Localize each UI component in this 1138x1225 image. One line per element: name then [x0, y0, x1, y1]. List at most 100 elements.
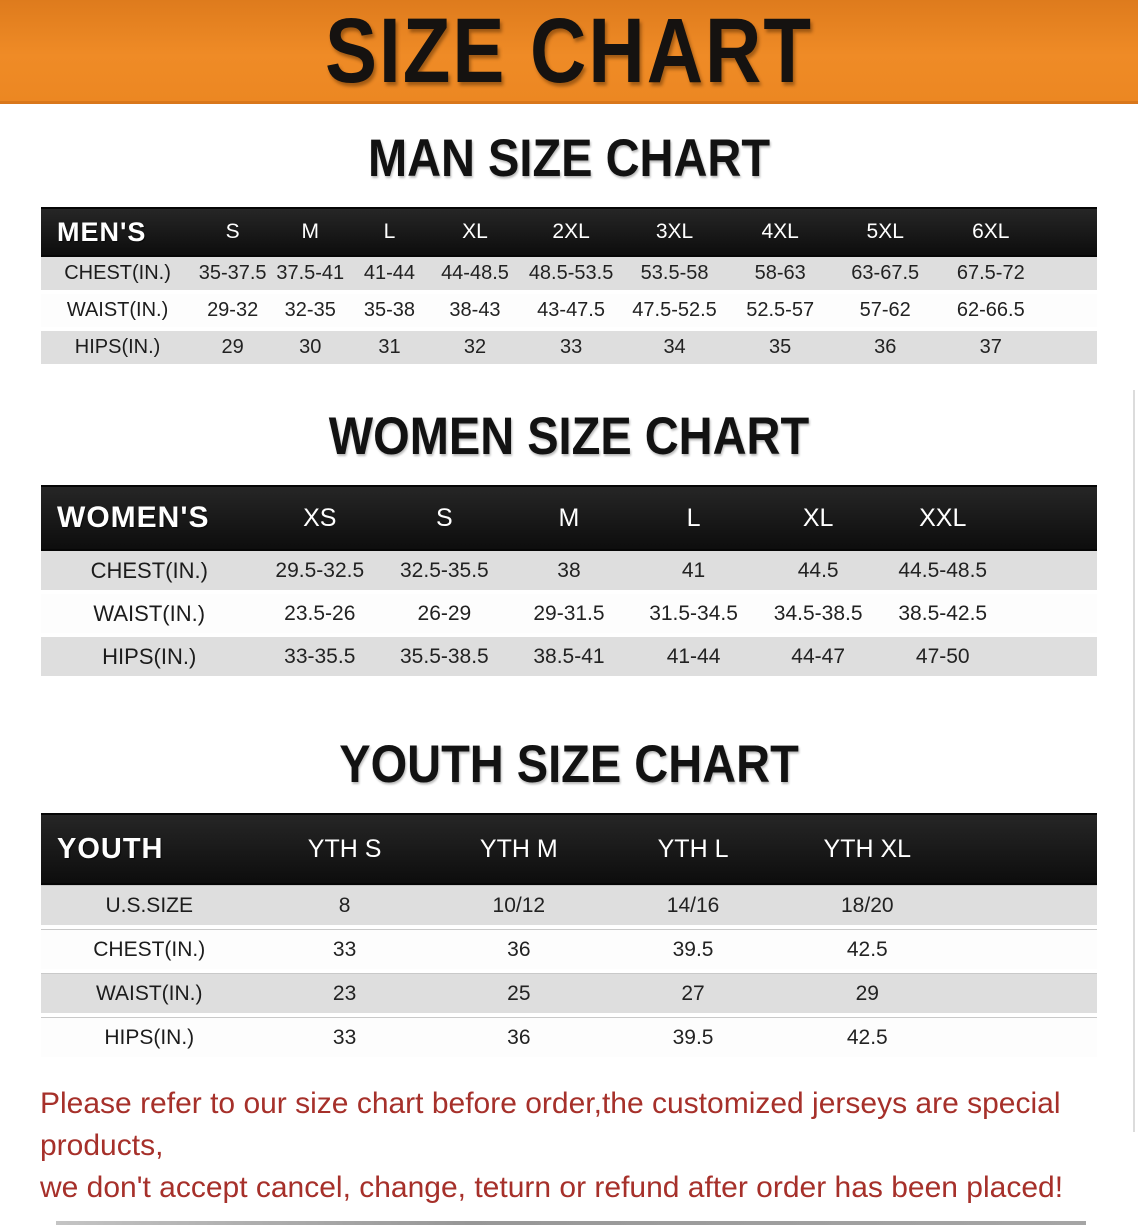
youth-section-heading: YOUTH SIZE CHART [339, 733, 799, 794]
table-title: MEN'S [41, 207, 195, 257]
table-cell: 53.5-58 [621, 257, 728, 294]
table-cell: 29 [780, 973, 955, 1017]
row-label: CHEST(IN.) [41, 257, 195, 294]
table-cell: 30 [271, 331, 350, 368]
filler-cell [1005, 594, 1097, 637]
table-cell: 42.5 [780, 929, 955, 973]
filler-cell [954, 973, 1097, 1017]
table-row: CHEST(IN.) 33 36 39.5 42.5 [41, 929, 1097, 973]
table-cell: 38 [506, 551, 632, 594]
filler-cell [1005, 637, 1097, 680]
table-cell: 35.5-38.5 [382, 637, 507, 680]
disclaimer-line-2: we don't accept cancel, change, teturn o… [40, 1171, 1064, 1204]
disclaimer: Please refer to our size chart before or… [40, 1083, 1138, 1209]
filler-cell [954, 885, 1097, 929]
row-label: CHEST(IN.) [41, 551, 258, 594]
table-cell: 41 [631, 551, 756, 594]
table-row: WAIST(IN.) 23 25 27 29 [41, 973, 1097, 1017]
table-cell: 35 [727, 331, 833, 368]
filler-cell [1044, 294, 1097, 331]
table-row: CHEST(IN.) 35-37.5 37.5-41 41-44 44-48.5 48.5… [41, 257, 1097, 294]
banner: SIZE CHART [0, 0, 1138, 104]
row-label: CHEST(IN.) [41, 929, 258, 973]
table-row: HIPS(IN.) 29 30 31 32 33 34 35 36 37 [41, 331, 1097, 368]
table-cell: 44-47 [755, 637, 881, 680]
table-cell: 33 [257, 929, 432, 973]
column-header: XXL [880, 485, 1006, 551]
men-table-header: MEN'S S M L XL 2XL 3XL 4XL 5XL 6XL [41, 207, 1097, 257]
row-label: HIPS(IN.) [41, 1017, 258, 1061]
column-header: YTH S [257, 813, 432, 885]
table-cell: 18/20 [780, 885, 955, 929]
table-cell: 34 [621, 331, 728, 368]
table-title: YOUTH [41, 813, 258, 885]
table-cell: 33-35.5 [257, 637, 383, 680]
filler-cell [954, 1017, 1097, 1061]
table-cell: 39.5 [605, 929, 781, 973]
table-cell: 36 [832, 331, 938, 368]
table-cell: 27 [605, 973, 781, 1017]
column-header: YTH XL [780, 813, 955, 885]
women-table-header: WOMEN'S XS S M L XL XXL [41, 485, 1097, 551]
women-size-table: WOMEN'S XS S M L XL XXL CHEST(IN.) 29.5-32.5 32.… [41, 485, 1097, 680]
column-header: S [194, 207, 272, 257]
table-cell: 36 [431, 1017, 606, 1061]
header-row: MEN'S S M L XL 2XL 3XL 4XL 5XL 6XL [41, 207, 1097, 257]
table-cell: 37 [937, 331, 1045, 368]
table-cell: 29-31.5 [506, 594, 632, 637]
header-row: YOUTH YTH S YTH M YTH L YTH XL [41, 813, 1097, 885]
table-cell: 35-38 [349, 294, 430, 331]
table-row: CHEST(IN.) 29.5-32.5 32.5-35.5 38 41 44.5 44.5… [41, 551, 1097, 594]
table-cell: 31.5-34.5 [631, 594, 756, 637]
table-cell: 25 [431, 973, 606, 1017]
row-label: HIPS(IN.) [41, 637, 258, 680]
table-cell: 37.5-41 [271, 257, 350, 294]
table-cell: 44.5 [755, 551, 881, 594]
table-cell: 38-43 [429, 294, 521, 331]
table-cell: 33 [257, 1017, 432, 1061]
filler-cell [1005, 551, 1097, 594]
women-section-heading: WOMEN SIZE CHART [328, 405, 810, 466]
table-row: HIPS(IN.) 33 36 39.5 42.5 [41, 1017, 1097, 1061]
table-cell: 44-48.5 [429, 257, 521, 294]
bottom-edge-divider [56, 1221, 1086, 1225]
table-cell: 32 [429, 331, 521, 368]
column-header: 6XL [937, 207, 1045, 257]
table-cell: 29.5-32.5 [257, 551, 383, 594]
table-cell: 39.5 [605, 1017, 781, 1061]
filler-cell [1044, 257, 1097, 294]
header-row: WOMEN'S XS S M L XL XXL [41, 485, 1097, 551]
table-cell: 23 [257, 973, 432, 1017]
column-header: 4XL [727, 207, 833, 257]
column-header: YTH L [605, 813, 781, 885]
table-cell: 41-44 [631, 637, 756, 680]
filler-cell [954, 813, 1097, 885]
column-header: M [271, 207, 350, 257]
table-cell: 63-67.5 [832, 257, 938, 294]
table-cell: 31 [349, 331, 430, 368]
column-header: M [506, 485, 632, 551]
youth-size-table: YOUTH YTH S YTH M YTH L YTH XL U.S.SIZE 8 10/1… [41, 813, 1097, 1061]
table-cell: 32.5-35.5 [382, 551, 507, 594]
youth-table-body: U.S.SIZE 8 10/12 14/16 18/20 CHEST(IN.) 33 36 39… [41, 885, 1097, 1061]
table-cell: 23.5-26 [257, 594, 383, 637]
column-header: 3XL [621, 207, 728, 257]
row-label: WAIST(IN.) [41, 594, 258, 637]
table-cell: 32-35 [271, 294, 350, 331]
men-section-heading: MAN SIZE CHART [367, 127, 771, 188]
filler-cell [1044, 331, 1097, 368]
youth-table-header: YOUTH YTH S YTH M YTH L YTH XL [41, 813, 1097, 885]
table-cell: 57-62 [832, 294, 938, 331]
row-label: WAIST(IN.) [41, 973, 258, 1017]
row-label: U.S.SIZE [41, 885, 258, 929]
disclaimer-line-1: Please refer to our size chart before or… [40, 1087, 1061, 1162]
section-women: WOMEN SIZE CHART WOMEN'S XS S M L XL XXL CHEST… [0, 405, 1138, 680]
column-header: L [631, 485, 756, 551]
filler-cell [954, 929, 1097, 973]
filler-cell [1044, 207, 1097, 257]
column-header: XL [429, 207, 521, 257]
table-row: HIPS(IN.) 33-35.5 35.5-38.5 38.5-41 41-44 44-… [41, 637, 1097, 680]
table-cell: 33 [520, 331, 622, 368]
column-header: L [349, 207, 430, 257]
